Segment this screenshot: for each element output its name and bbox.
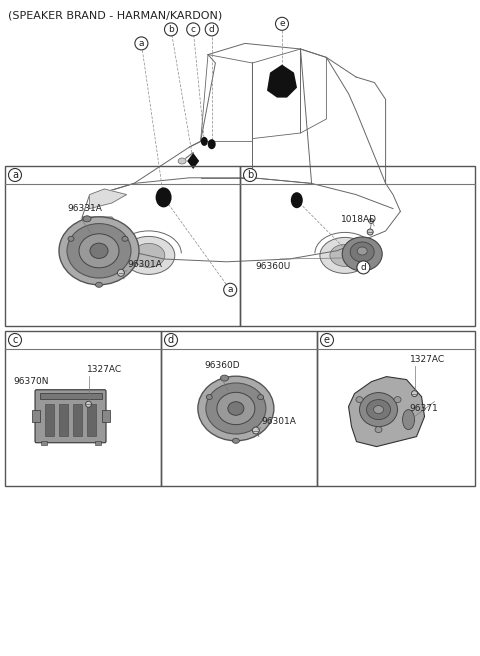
Ellipse shape [67,224,131,278]
Ellipse shape [373,405,384,413]
Ellipse shape [122,236,128,241]
Circle shape [9,169,22,182]
Ellipse shape [320,237,370,274]
Ellipse shape [208,139,216,149]
Text: 96301A: 96301A [261,417,296,426]
Text: d: d [209,25,215,34]
Ellipse shape [291,192,303,208]
Ellipse shape [156,188,172,207]
Text: c: c [191,25,196,34]
Bar [45,404,53,436]
Text: d: d [360,263,366,272]
Polygon shape [267,64,297,98]
Ellipse shape [83,216,91,222]
Polygon shape [348,377,424,447]
Bar [39,393,102,400]
Text: d: d [168,335,174,345]
Circle shape [187,23,200,36]
Circle shape [224,283,237,297]
Ellipse shape [123,236,175,274]
Bar [5,166,240,326]
Text: 96370N: 96370N [13,377,48,386]
Text: a: a [228,285,233,295]
Ellipse shape [178,158,186,164]
Text: 1327AC: 1327AC [409,355,444,363]
Bar [72,404,82,436]
Bar [59,404,68,436]
Text: a: a [139,39,144,48]
Circle shape [321,333,334,346]
Ellipse shape [206,383,266,434]
Text: (SPEAKER BRAND - HARMAN/KARDON): (SPEAKER BRAND - HARMAN/KARDON) [8,11,222,21]
Circle shape [135,37,148,50]
FancyBboxPatch shape [35,390,106,443]
Ellipse shape [217,392,255,424]
Text: 96331A: 96331A [67,204,102,213]
Bar [40,441,47,445]
Bar [317,331,475,486]
Text: 96301A: 96301A [127,260,162,269]
Text: a: a [12,170,18,180]
Circle shape [205,23,218,36]
Bar [161,331,317,486]
Bar [240,166,475,326]
Circle shape [367,229,373,235]
Bar [5,331,161,486]
Circle shape [9,333,22,346]
Text: c: c [12,335,18,345]
Circle shape [252,427,259,434]
Ellipse shape [403,409,415,430]
Ellipse shape [342,237,382,271]
Circle shape [165,23,178,36]
Ellipse shape [206,395,212,400]
Ellipse shape [68,236,74,241]
Text: 1327AC: 1327AC [86,365,121,375]
Circle shape [357,261,370,274]
Text: 96371: 96371 [409,403,438,413]
Ellipse shape [220,375,228,381]
Circle shape [118,270,124,276]
Text: 96360U: 96360U [255,262,290,271]
Ellipse shape [258,395,264,400]
Ellipse shape [356,397,363,403]
Text: e: e [279,19,285,28]
Text: b: b [247,170,253,180]
Polygon shape [82,217,127,245]
Polygon shape [90,189,127,209]
Ellipse shape [133,243,165,268]
Ellipse shape [350,242,374,262]
Circle shape [165,333,178,346]
Text: b: b [168,25,174,34]
Circle shape [369,218,374,224]
Ellipse shape [360,392,397,426]
Text: e: e [324,335,330,345]
Ellipse shape [394,397,401,403]
Ellipse shape [79,234,119,268]
Ellipse shape [228,401,244,415]
Circle shape [411,390,418,397]
Circle shape [243,169,256,182]
Circle shape [85,401,92,407]
Ellipse shape [357,247,367,255]
Ellipse shape [201,137,208,146]
Ellipse shape [367,400,391,420]
Text: 1018AD: 1018AD [341,215,377,224]
Bar [102,410,109,422]
Ellipse shape [96,282,103,287]
Ellipse shape [330,245,360,266]
Bar [86,404,96,436]
Ellipse shape [375,426,382,432]
Ellipse shape [59,216,139,285]
Bar [95,441,100,445]
Ellipse shape [90,243,108,258]
Ellipse shape [232,438,240,443]
Circle shape [276,17,288,30]
Text: 96360D: 96360D [204,361,240,371]
Polygon shape [187,153,199,169]
Ellipse shape [198,376,274,441]
Bar [32,410,39,422]
